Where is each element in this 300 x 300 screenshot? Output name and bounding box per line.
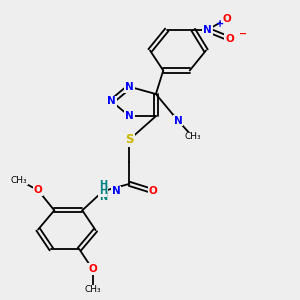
Text: N: N — [107, 96, 116, 106]
Text: +: + — [216, 19, 224, 29]
Text: CH₃: CH₃ — [84, 285, 101, 294]
Text: O: O — [225, 34, 234, 44]
Text: CH₃: CH₃ — [11, 176, 27, 184]
Text: N: N — [174, 116, 182, 126]
Text: N: N — [203, 25, 212, 35]
Text: O: O — [222, 14, 231, 24]
Text: O: O — [148, 186, 157, 196]
Text: N: N — [203, 25, 212, 35]
Text: O: O — [88, 264, 97, 274]
Text: O: O — [34, 185, 43, 195]
Text: H: H — [99, 186, 107, 196]
Text: CH₃: CH₃ — [184, 132, 201, 141]
Text: −: − — [239, 29, 247, 39]
Text: O: O — [225, 34, 234, 44]
Text: N: N — [125, 111, 134, 121]
Text: S: S — [125, 133, 134, 146]
Text: N: N — [125, 82, 134, 92]
Text: N: N — [112, 186, 121, 196]
Text: H
N: H N — [99, 180, 107, 202]
